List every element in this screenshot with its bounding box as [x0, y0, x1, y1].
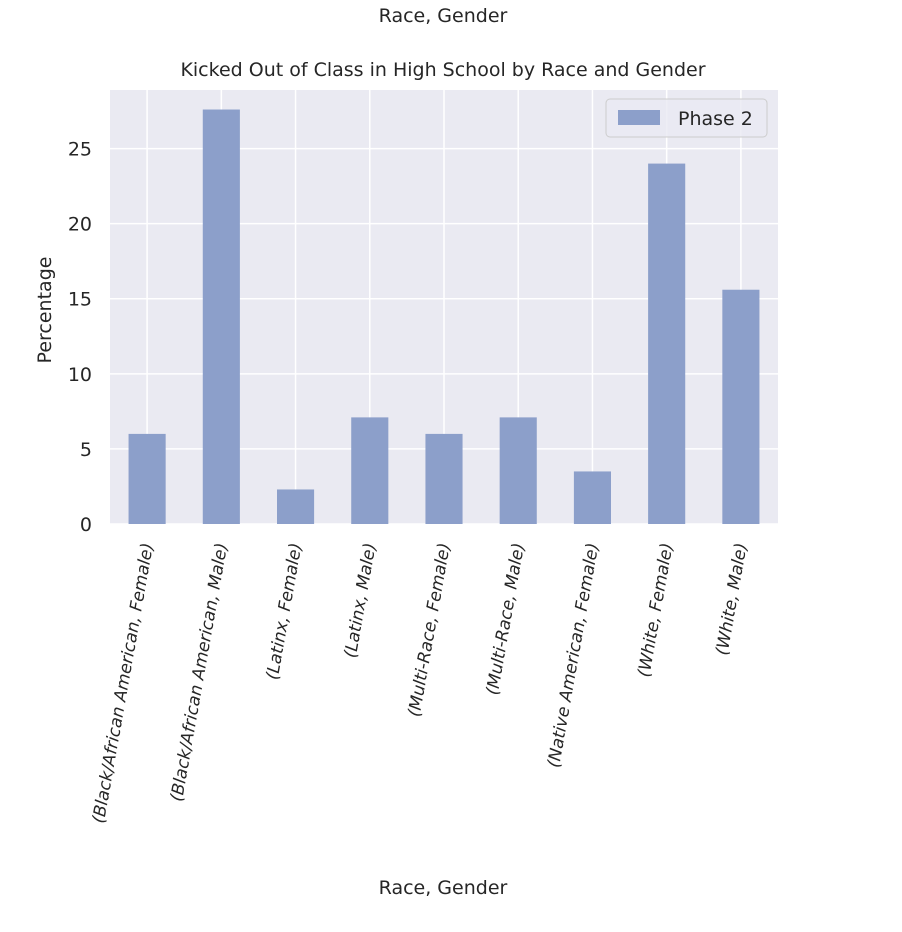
x-tick-label: (White, Female)	[634, 541, 677, 678]
bars	[128, 109, 760, 524]
chart-title: Kicked Out of Class in High School by Ra…	[180, 59, 705, 81]
bar	[351, 417, 389, 524]
x-tick-label: (Native American, Female)	[544, 541, 603, 769]
y-tick-label: 20	[68, 214, 92, 236]
legend-label: Phase 2	[678, 108, 753, 130]
legend-swatch	[618, 110, 660, 125]
x-tick-label: (Multi-Race, Male)	[483, 541, 529, 696]
legend-box	[605, 98, 768, 138]
legend: Phase 2	[605, 98, 768, 138]
x-tick-label: (White, Male)	[712, 541, 751, 657]
x-tick-label: (Multi-Race, Female)	[405, 541, 455, 718]
bar	[425, 433, 463, 524]
y-tick-label: 10	[68, 364, 92, 386]
y-tick-label: 15	[68, 289, 92, 311]
bar	[499, 417, 537, 524]
x-tick-label: (Black/African American, Male)	[167, 541, 232, 803]
bar	[202, 109, 240, 524]
x-tick-label: (Latinx, Female)	[263, 541, 307, 681]
x-axis-label: Race, Gender	[379, 877, 508, 899]
x-tick-label: (Latinx, Male)	[341, 541, 381, 659]
y-tick-label: 5	[80, 439, 92, 461]
y-tick-label: 25	[68, 139, 92, 161]
bar	[648, 163, 686, 524]
figure-suptitle: Race, Gender	[379, 5, 508, 27]
bar	[573, 471, 611, 524]
bar	[277, 489, 315, 524]
y-tick-label: 0	[80, 514, 92, 536]
bar	[722, 289, 760, 524]
bar	[128, 433, 166, 524]
x-tick-labels: (Black/African American, Female) (Black/A…	[89, 541, 752, 825]
y-tick-labels: 0 5 10 15 20 25	[68, 139, 92, 536]
x-tick-label: (Black/African American, Female)	[89, 541, 158, 825]
y-axis-label: Percentage	[34, 257, 56, 364]
